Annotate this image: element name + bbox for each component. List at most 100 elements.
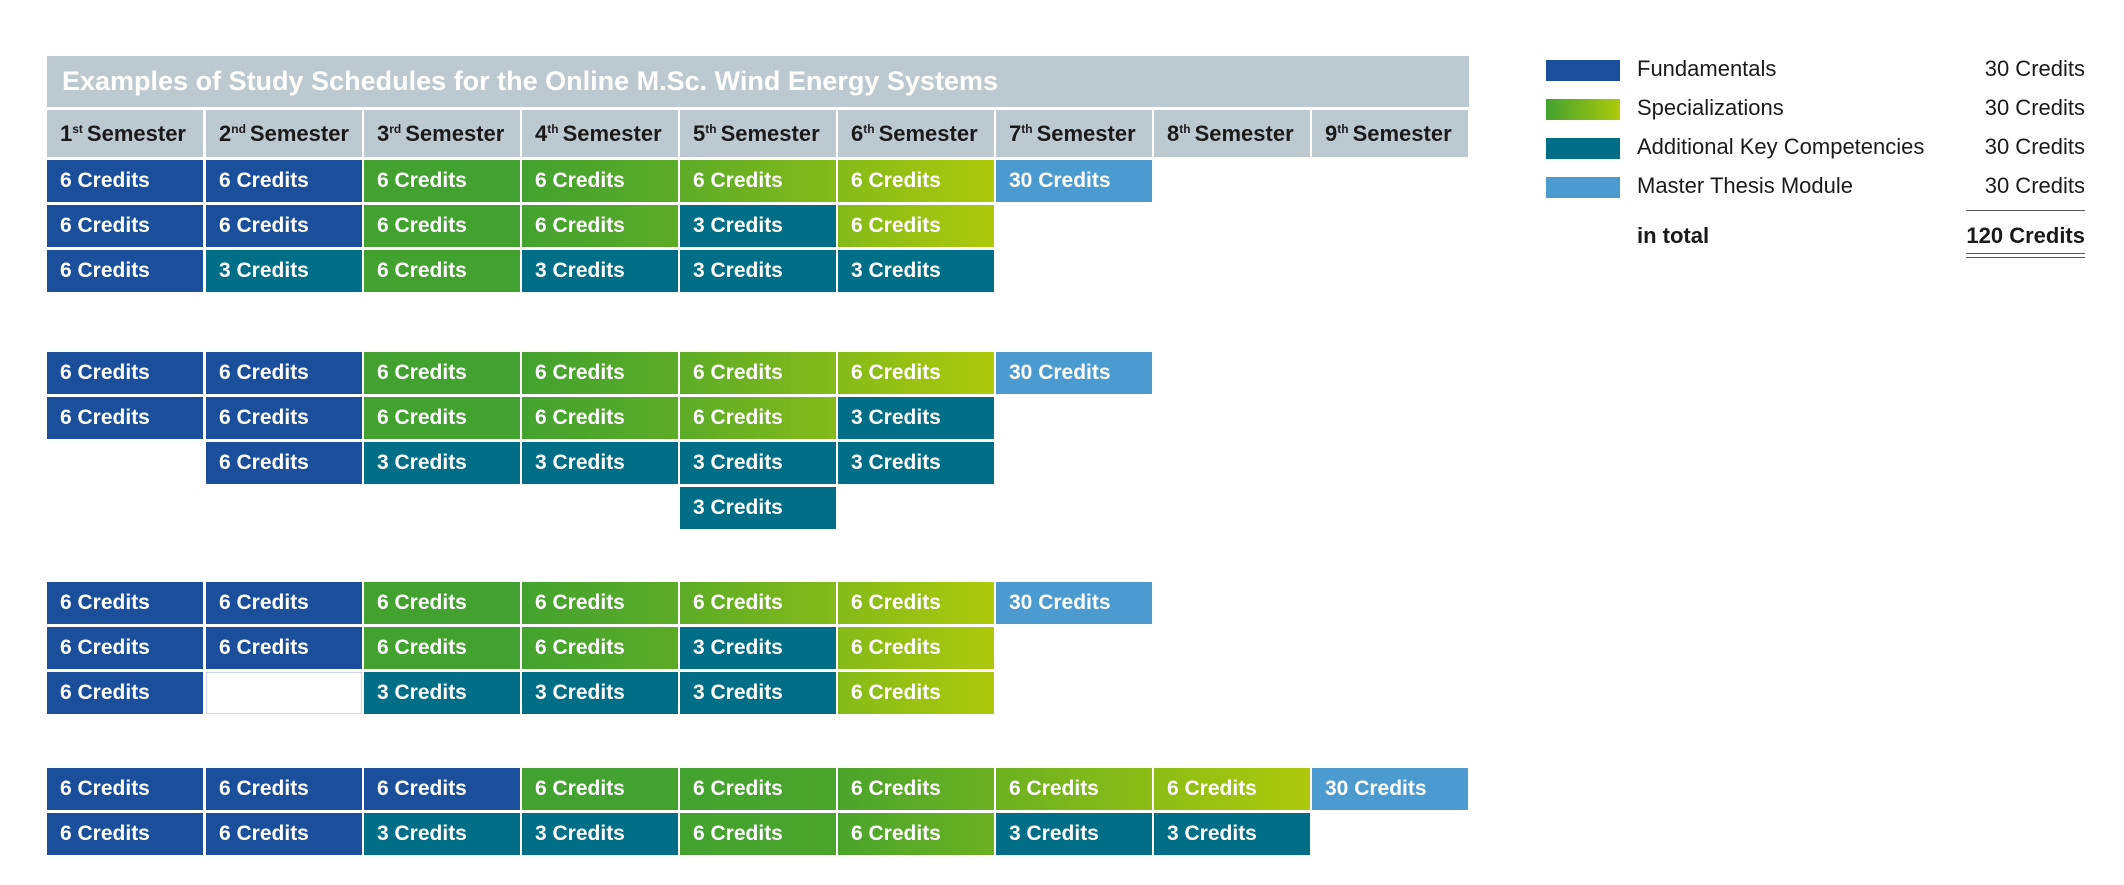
fundamentals-cell: 6 Credits (47, 397, 203, 439)
key-competencies-cell: 3 Credits (206, 250, 362, 292)
fundamentals-cell: 6 Credits (206, 768, 362, 810)
semester-header-9: 9th Semester (1312, 110, 1468, 157)
semester-label: Semester (720, 121, 820, 146)
legend-swatch-fundamentals (1546, 60, 1620, 81)
legend-value-thesis: 30 Credits (1984, 173, 2085, 198)
fundamentals-cell: 6 Credits (47, 582, 203, 624)
semester-number: 3 (377, 121, 390, 146)
specialization-cell: 6 Credits (522, 582, 678, 624)
semester-number: 5 (693, 121, 706, 146)
semester-header-5: 5th Semester (680, 110, 836, 157)
specialization-cell: 6 Credits (838, 352, 994, 394)
fundamentals-cell: 6 Credits (47, 768, 203, 810)
specialization-cell: 6 Credits (838, 160, 994, 202)
key-competencies-cell: 3 Credits (522, 250, 678, 292)
fundamentals-cell: 6 Credits (206, 582, 362, 624)
semester-ordinal: th (1337, 122, 1349, 136)
legend-label-thesis: Master Thesis Module (1637, 173, 1854, 198)
specialization-cell: 6 Credits (522, 397, 678, 439)
specialization-cell: 6 Credits (522, 352, 678, 394)
fundamentals-cell: 6 Credits (47, 352, 203, 394)
specialization-cell: 6 Credits (522, 627, 678, 669)
specialization-cell: 6 Credits (680, 352, 836, 394)
legend-swatch-thesis (1546, 177, 1620, 198)
semester-ordinal: th (1021, 122, 1033, 136)
key-competencies-cell: 3 Credits (1154, 813, 1310, 855)
specialization-cell: 6 Credits (364, 582, 520, 624)
fundamentals-cell: 6 Credits (47, 205, 203, 247)
specialization-cell: 6 Credits (364, 250, 520, 292)
total-rule-bottom-1 (1966, 253, 2085, 254)
specialization-cell: 6 Credits (680, 582, 836, 624)
specialization-cell: 6 Credits (838, 582, 994, 624)
fundamentals-cell: 6 Credits (47, 160, 203, 202)
semester-ordinal: th (863, 122, 875, 136)
legend-value-fundamentals: 30 Credits (1984, 56, 2085, 81)
fundamentals-cell: 6 Credits (364, 768, 520, 810)
key-competencies-cell: 3 Credits (364, 442, 520, 484)
specialization-cell: 6 Credits (838, 672, 994, 714)
semester-ordinal: th (1179, 122, 1191, 136)
specialization-cell: 6 Credits (364, 352, 520, 394)
specialization-cell: 6 Credits (838, 768, 994, 810)
semester-ordinal: th (547, 122, 559, 136)
semester-header-7: 7th Semester (996, 110, 1152, 157)
key-competencies-cell: 3 Credits (680, 627, 836, 669)
fundamentals-cell: 6 Credits (47, 250, 203, 292)
semester-number: 4 (535, 121, 548, 146)
specialization-cell: 6 Credits (522, 768, 678, 810)
specialization-cell: 6 Credits (364, 397, 520, 439)
specialization-cell: 6 Credits (364, 205, 520, 247)
key-competencies-cell: 3 Credits (522, 813, 678, 855)
fundamentals-cell: 6 Credits (206, 397, 362, 439)
specialization-cell: 6 Credits (996, 768, 1152, 810)
key-competencies-cell: 3 Credits (838, 442, 994, 484)
specialization-cell: 6 Credits (838, 205, 994, 247)
semester-label: Semester (249, 121, 349, 146)
fundamentals-cell: 6 Credits (47, 672, 203, 714)
legend-label-key-competencies: Additional Key Competencies (1637, 134, 1925, 159)
semester-header-4: 4th Semester (522, 110, 678, 157)
total-rule-top (1966, 210, 2085, 211)
key-competencies-cell: 3 Credits (522, 442, 678, 484)
key-competencies-cell: 3 Credits (838, 250, 994, 292)
specialization-cell: 6 Credits (1154, 768, 1310, 810)
legend-value-key-competencies: 30 Credits (1984, 134, 2085, 159)
semester-header-2: 2nd Semester (206, 110, 362, 157)
key-competencies-cell: 3 Credits (680, 442, 836, 484)
fundamentals-cell: 6 Credits (206, 627, 362, 669)
specialization-cell: 6 Credits (680, 397, 836, 439)
fundamentals-cell: 6 Credits (206, 160, 362, 202)
key-competencies-cell: 3 Credits (680, 487, 836, 529)
semester-header-6: 6th Semester (838, 110, 994, 157)
key-competencies-cell: 3 Credits (364, 813, 520, 855)
legend-total-value: 120 Credits (1966, 223, 2085, 248)
semester-number: 1 (60, 121, 73, 146)
legend-swatch-key-competencies (1546, 138, 1620, 159)
total-rule-bottom-2 (1966, 257, 2085, 258)
key-competencies-cell: 3 Credits (680, 672, 836, 714)
legend-value-specializations: 30 Credits (1984, 95, 2085, 120)
thesis-cell: 30 Credits (996, 160, 1152, 202)
thesis-cell: 30 Credits (1312, 768, 1468, 810)
fundamentals-cell: 6 Credits (47, 627, 203, 669)
semester-label: Semester (562, 121, 662, 146)
legend-label-fundamentals: Fundamentals (1637, 56, 1777, 81)
semester-header-3: 3rd Semester (364, 110, 520, 157)
semester-header-1: 1st Semester (47, 110, 203, 157)
semester-label: Semester (878, 121, 978, 146)
semester-ordinal: st (72, 122, 83, 136)
semester-label: Semester (1194, 121, 1294, 146)
key-competencies-cell: 3 Credits (522, 672, 678, 714)
semester-label: Semester (86, 121, 186, 146)
specialization-cell: 6 Credits (680, 160, 836, 202)
semester-label: Semester (1036, 121, 1136, 146)
schedule-title: Examples of Study Schedules for the Onli… (47, 56, 1469, 107)
specialization-cell: 6 Credits (680, 813, 836, 855)
legend-total-label: in total (1637, 223, 1710, 248)
specialization-cell: 6 Credits (364, 160, 520, 202)
semester-ordinal: th (705, 122, 717, 136)
fundamentals-cell: 6 Credits (206, 442, 362, 484)
key-competencies-cell: 3 Credits (838, 397, 994, 439)
thesis-cell: 30 Credits (996, 352, 1152, 394)
